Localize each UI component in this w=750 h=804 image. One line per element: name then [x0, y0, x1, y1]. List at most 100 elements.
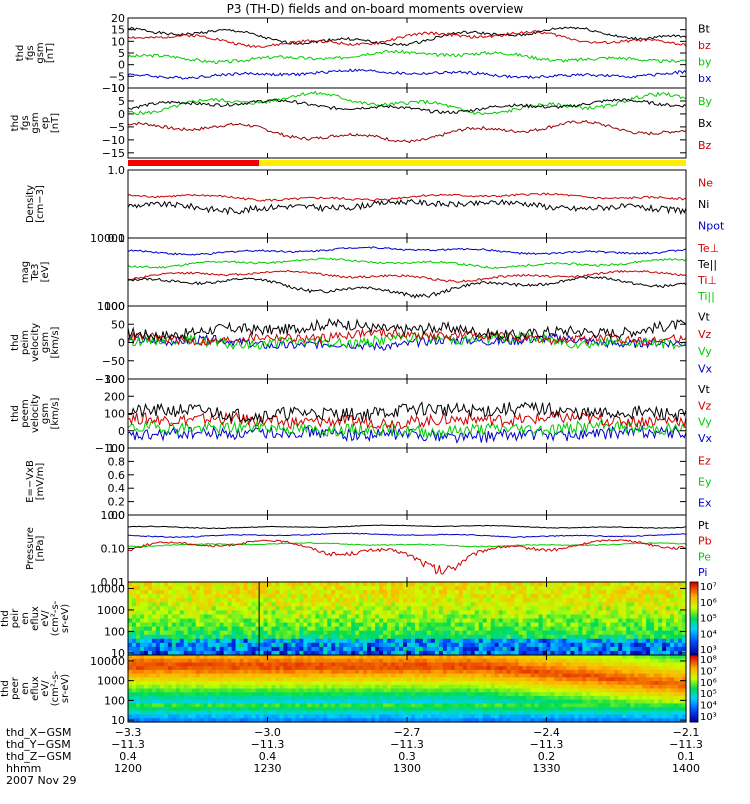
- spectrogram-cell: [451, 598, 456, 603]
- spectrogram-cell: [371, 677, 376, 681]
- spectrogram-cell: [343, 689, 348, 693]
- spectrogram-cell: [383, 711, 388, 715]
- spectrogram-cell: [375, 692, 380, 696]
- spectrogram-cell: [240, 635, 245, 640]
- spectrogram-cell: [164, 674, 169, 678]
- spectrogram-cell: [423, 711, 428, 715]
- spectrogram-cell: [224, 614, 229, 619]
- spectrogram-cell: [419, 666, 424, 670]
- spectrogram-cell: [610, 685, 615, 689]
- spectrogram-cell: [582, 666, 587, 670]
- spectrogram-cell: [570, 639, 575, 644]
- spectrogram-cell: [558, 655, 563, 659]
- spectrogram-cell: [447, 582, 452, 587]
- spectrogram-cell: [590, 635, 595, 640]
- spectrogram-cell: [499, 685, 504, 689]
- spectrogram-cell: [248, 598, 253, 603]
- spectrogram-cell: [594, 594, 599, 599]
- spectrogram-cell: [503, 619, 508, 624]
- spectrogram-cell: [570, 685, 575, 689]
- spectrogram-cell: [136, 662, 141, 666]
- spectrogram-cell: [204, 659, 209, 663]
- spectrogram-cell: [140, 700, 145, 704]
- spectrogram-cell: [419, 598, 424, 603]
- spectrogram-cell: [192, 662, 197, 666]
- spectrogram-cell: [483, 643, 488, 648]
- spectrogram-cell: [156, 602, 161, 607]
- spectrogram-cell: [391, 685, 396, 689]
- spectrogram-cell: [574, 655, 579, 659]
- spectrogram-cell: [315, 590, 320, 595]
- spectrogram-cell: [535, 707, 540, 711]
- spectrogram-cell: [586, 677, 591, 681]
- spectrogram-cell: [614, 623, 619, 628]
- spectrogram-cell: [578, 602, 583, 607]
- spectrogram-cell: [283, 662, 288, 666]
- spectrogram-cell: [554, 703, 559, 707]
- spectrogram-cell: [164, 711, 169, 715]
- spectrogram-cell: [439, 606, 444, 611]
- spectrogram-cell: [622, 619, 627, 624]
- spectrogram-cell: [335, 639, 340, 644]
- spectrogram-cell: [379, 598, 384, 603]
- spectrogram-cell: [531, 610, 536, 615]
- spectrogram-cell: [144, 700, 149, 704]
- spectrogram-cell: [491, 674, 496, 678]
- spectrogram-cell: [387, 598, 392, 603]
- spectrogram-cell: [331, 627, 336, 632]
- spectrogram-cell: [535, 602, 540, 607]
- spectrogram-cell: [220, 674, 225, 678]
- spectrogram-cell: [547, 614, 552, 619]
- spectrogram-cell: [128, 610, 133, 615]
- spectrogram-cell: [200, 715, 205, 719]
- spectrogram-cell: [236, 715, 241, 719]
- spectrogram-cell: [216, 627, 221, 632]
- spectrogram-cell: [367, 602, 372, 607]
- spectrogram-cell: [550, 670, 555, 674]
- spectrogram-cell: [515, 677, 520, 681]
- spectrogram-cell: [319, 700, 324, 704]
- spectrogram-cell: [562, 635, 567, 640]
- spectrogram-cell: [148, 700, 153, 704]
- spectrogram-cell: [483, 610, 488, 615]
- spectrogram-cell: [196, 670, 201, 674]
- spectrogram-cell: [471, 666, 476, 670]
- spectrogram-cell: [399, 681, 404, 685]
- spectrogram-cell: [451, 715, 456, 719]
- spectrogram-cell: [515, 662, 520, 666]
- spectrogram-cell: [439, 631, 444, 636]
- spectrogram-cell: [451, 685, 456, 689]
- spectrogram-cell: [204, 655, 209, 659]
- spectrogram-cell: [184, 582, 189, 587]
- spectrogram-cell: [244, 586, 249, 591]
- spectrogram-cell: [184, 610, 189, 615]
- spectrogram-cell: [355, 655, 360, 659]
- spectrogram-cell: [152, 602, 157, 607]
- legend-entry: Ey: [698, 476, 712, 489]
- spectrogram-cell: [550, 662, 555, 666]
- spectrogram-cell: [610, 677, 615, 681]
- spectrogram-cell: [144, 614, 149, 619]
- spectrogram-cell: [407, 707, 412, 711]
- spectrogram-cell: [232, 610, 237, 615]
- spectrogram-cell: [295, 674, 300, 678]
- spectrogram-cell: [463, 662, 468, 666]
- spectrogram-cell: [411, 643, 416, 648]
- spectrogram-cell: [367, 631, 372, 636]
- spectrogram-cell: [574, 670, 579, 674]
- spectrogram-cell: [331, 711, 336, 715]
- spectrogram-cell: [495, 614, 500, 619]
- spectrogram-cell: [248, 586, 253, 591]
- spectrogram-cell: [180, 700, 185, 704]
- legend-entry: Pe: [698, 550, 711, 563]
- spectrogram-cell: [539, 692, 544, 696]
- spectrogram-cell: [351, 619, 356, 624]
- spectrogram-cell: [558, 670, 563, 674]
- spectrogram-cell: [427, 711, 432, 715]
- spectrogram-cell: [180, 602, 185, 607]
- spectrogram-cell: [220, 631, 225, 636]
- spectrogram-cell: [383, 614, 388, 619]
- spectrogram-cell: [359, 707, 364, 711]
- spectrogram-cell: [459, 643, 464, 648]
- spectrogram-cell: [626, 582, 631, 587]
